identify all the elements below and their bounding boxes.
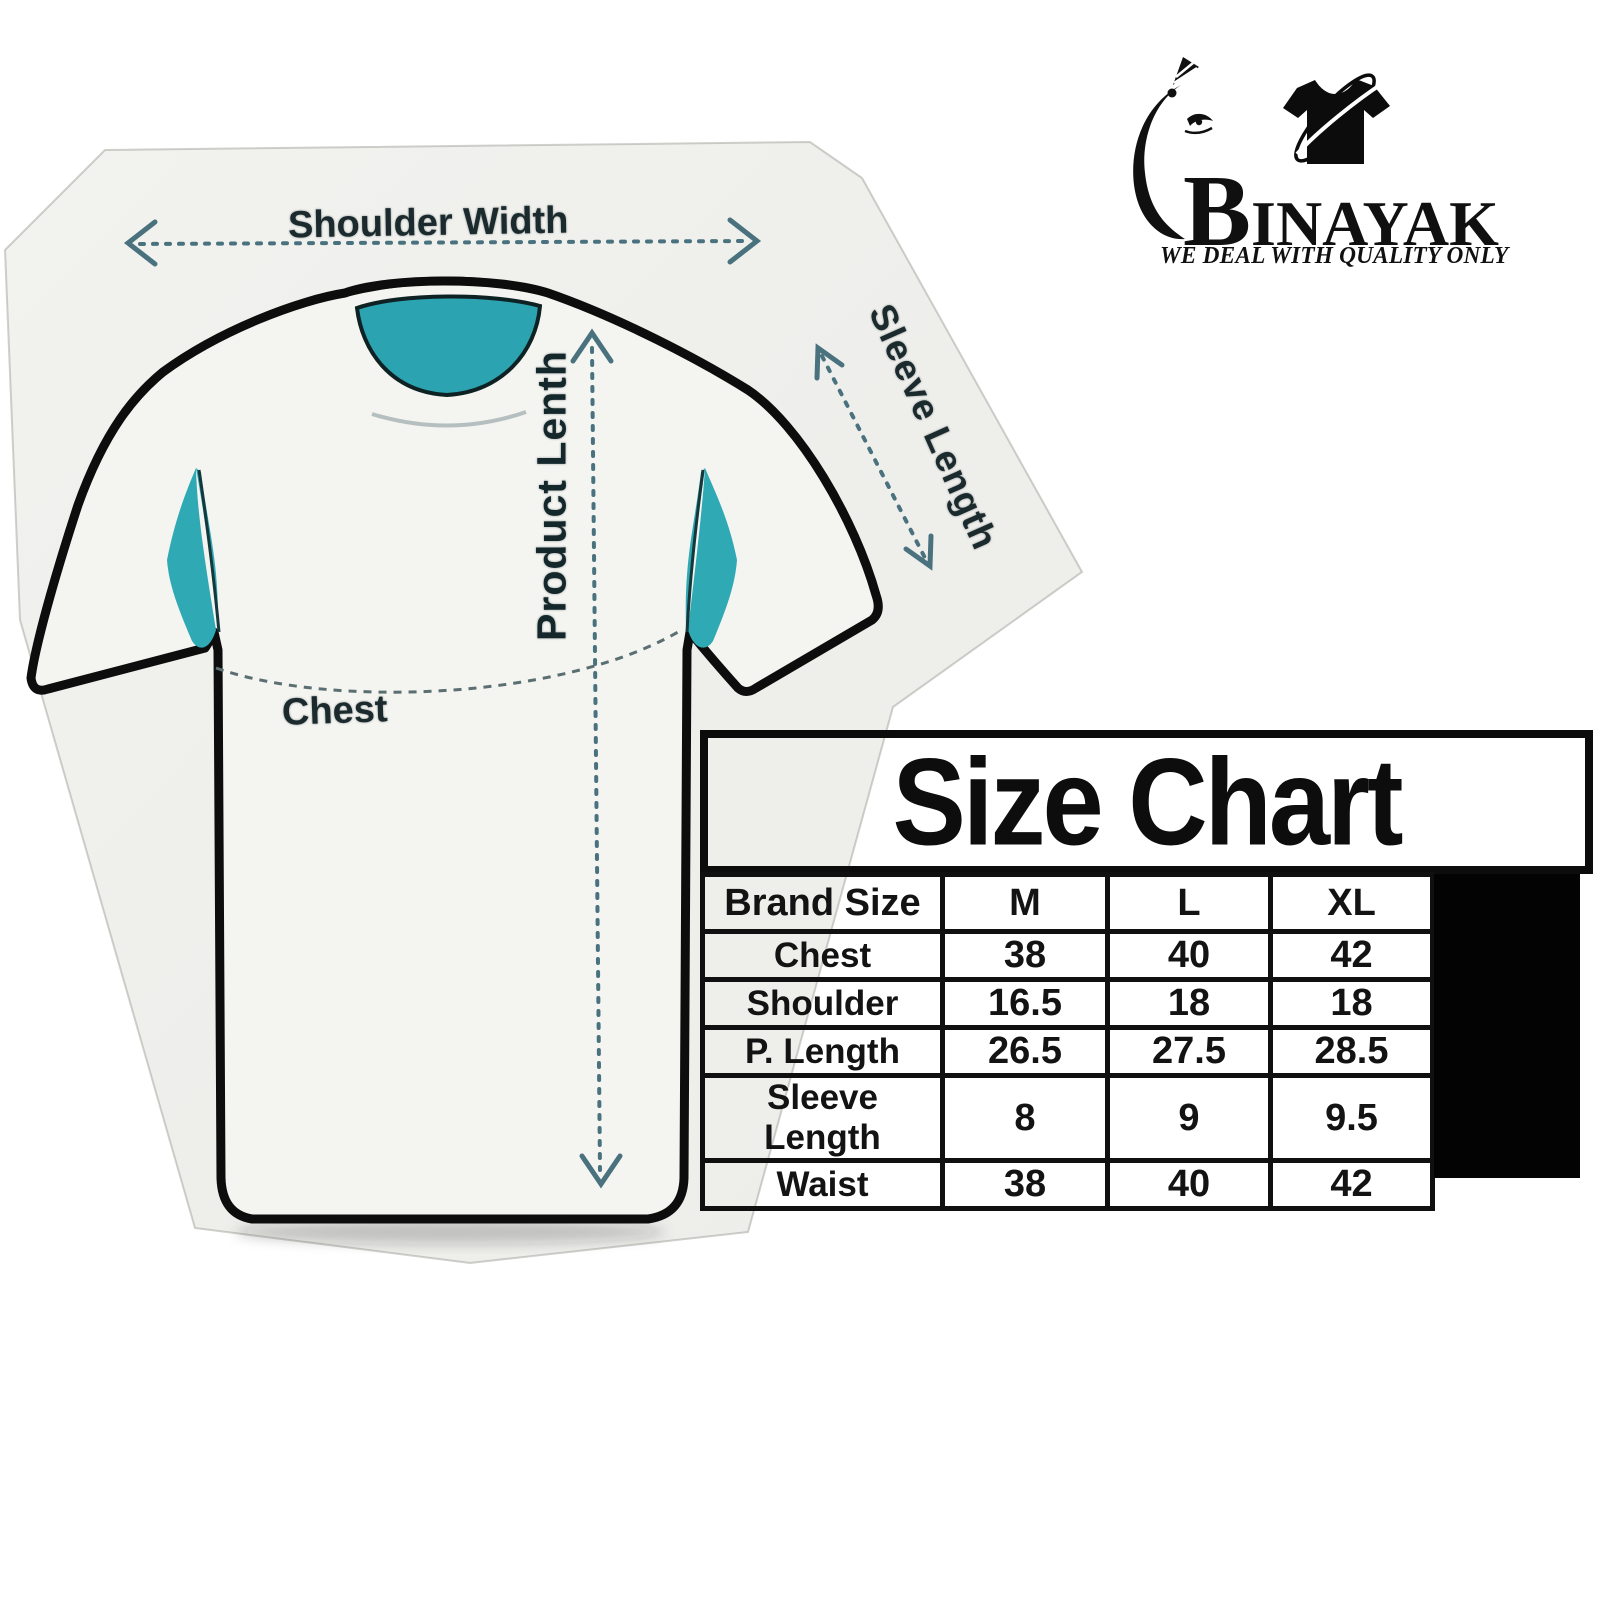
col-header-brand-size: Brand Size [700, 872, 945, 934]
tshirt-outline [26, 276, 883, 1224]
size-chart-title: Size Chart [892, 733, 1404, 871]
table-row-p-length: P. Length 26.5 27.5 28.5 [700, 1025, 1435, 1078]
cell-value: 38 [940, 1158, 1110, 1211]
cell-value: 27.5 [1105, 1025, 1273, 1078]
ganesha-trunk-icon [1133, 57, 1213, 240]
size-chart-table: Brand Size M L XL Chest 38 40 42 Shoulde… [700, 872, 1435, 1211]
cell-value: 8 [940, 1073, 1110, 1163]
table-row-waist: Waist 38 40 42 [700, 1158, 1435, 1211]
brand-name: BINAYAK [1183, 155, 1499, 268]
col-header-xl: XL [1268, 872, 1435, 934]
flame-right-icon [685, 468, 737, 648]
cell-value: 18 [1268, 977, 1435, 1030]
table-row-shoulder: Shoulder 16.5 18 18 [700, 977, 1435, 1030]
cell-value: 38 [940, 929, 1110, 982]
sleeve-length-arrow [814, 343, 934, 571]
cell-value: 18 [1105, 977, 1273, 1030]
collar-teal [354, 294, 543, 398]
col-header-l: L [1105, 872, 1273, 934]
table-row-chest: Chest 38 40 42 [700, 929, 1435, 982]
product-length-label: Product Lenth [528, 350, 575, 641]
row-label: Sleeve Length [700, 1073, 945, 1163]
row-label: Chest [700, 929, 945, 982]
chest-curve [215, 630, 679, 694]
shoulder-width-arrow [123, 217, 762, 267]
shirt-shadow [235, 1220, 665, 1244]
brand-tagline: WE DEAL WITH QUALITY ONLY [1160, 243, 1509, 269]
tshirt-swoosh-icon [1283, 73, 1390, 164]
row-label: P. Length [700, 1025, 945, 1078]
cell-value: 28.5 [1268, 1025, 1435, 1078]
cell-value: 26.5 [940, 1025, 1110, 1078]
cell-value: 40 [1105, 929, 1273, 982]
cell-value: 42 [1268, 929, 1435, 982]
row-label: Shoulder [700, 977, 945, 1030]
decorative-black-bar [1434, 874, 1580, 1178]
shoulder-width-label: Shoulder Width [287, 199, 569, 247]
col-header-m: M [940, 872, 1110, 934]
cell-value: 9 [1105, 1073, 1273, 1163]
size-chart-title-box: Size Chart [700, 730, 1593, 874]
cell-value: 40 [1105, 1158, 1273, 1211]
collar-outline [341, 276, 552, 297]
table-row-sleeve-length: Sleeve Length 8 9 9.5 [700, 1073, 1435, 1163]
cell-value: 9.5 [1268, 1073, 1435, 1163]
table-header-row: Brand Size M L XL [700, 872, 1435, 934]
tshirt-measurement-diagram [3, 140, 1084, 1265]
product-length-arrow [570, 328, 623, 1189]
cell-value: 16.5 [940, 977, 1110, 1030]
chest-label: Chest [281, 688, 389, 734]
flame-left-icon [167, 468, 221, 648]
cell-value: 42 [1268, 1158, 1435, 1211]
row-label: Waist [700, 1158, 945, 1211]
collar-inner-seam [371, 410, 527, 428]
